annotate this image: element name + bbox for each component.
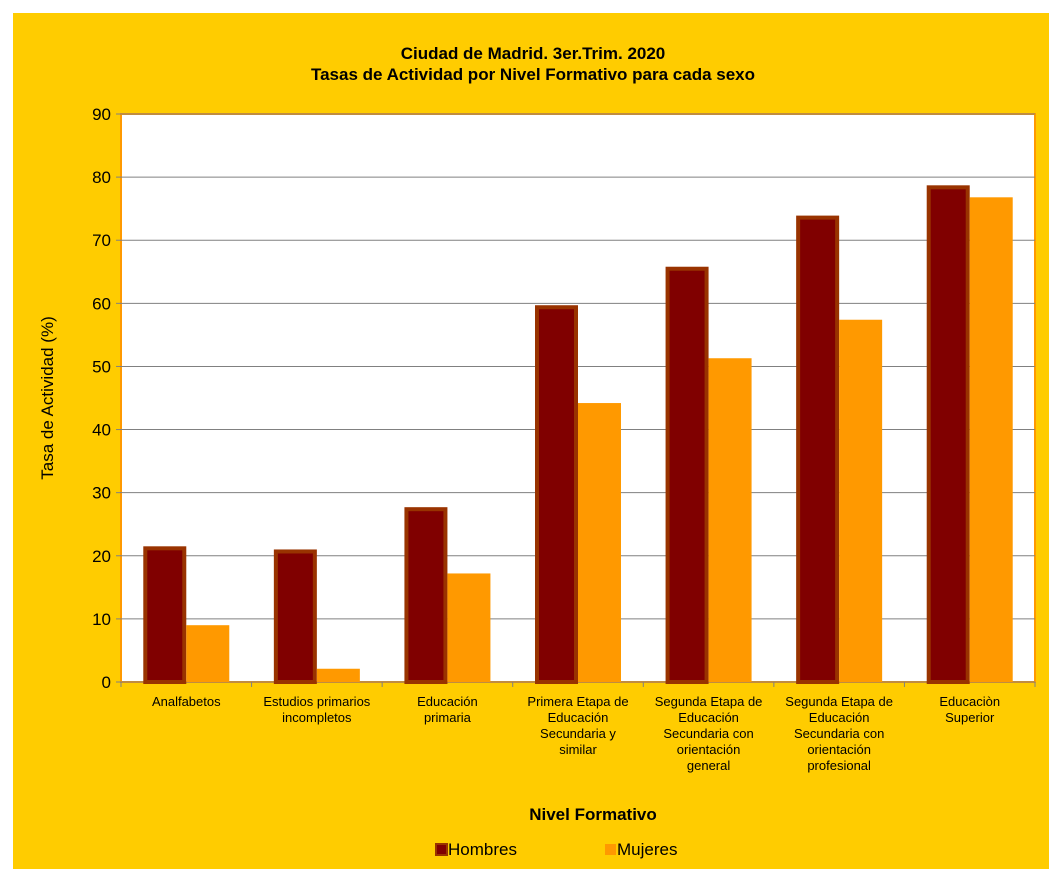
chart-area: 0 10 20 30 40 50 60 70 80 90 Analfabetos Estudios … [13, 13, 1049, 869]
x-category-label-line: Primera Etapa de [527, 694, 628, 709]
bar-mujeres [578, 403, 621, 682]
y-tick-label: 0 [102, 673, 111, 692]
x-category-label-line: Superior [945, 710, 995, 725]
x-category-label-line: similar [559, 742, 597, 757]
legend-label-hombres: Hombres [448, 840, 517, 859]
x-category-label: Primera Etapa de Educación Secundaria y sim… [527, 694, 628, 757]
y-tick-label: 80 [92, 168, 111, 187]
x-category-label-line: general [687, 758, 730, 773]
bar-hombres [796, 215, 840, 684]
x-category-label-line: Educación [809, 710, 870, 725]
y-tick-label: 20 [92, 547, 111, 566]
y-tick-label: 40 [92, 421, 111, 440]
bar-chart: 0 10 20 30 40 50 60 70 80 90 Analfabetos Estudios … [38, 44, 1036, 859]
bar-mujeres [969, 197, 1013, 682]
y-tick-label: 70 [92, 231, 111, 250]
chart-title-line-1: Ciudad de Madrid. 3er.Trim. 2020 [401, 44, 666, 63]
legend-label-mujeres: Mujeres [617, 840, 677, 859]
y-tick-label: 10 [92, 610, 111, 629]
x-category-label-line: Segunda Etapa de [785, 694, 893, 709]
x-category-label-line: Educación [548, 710, 609, 725]
bar-hombres [404, 507, 448, 684]
x-category-label-line: Analfabetos [152, 694, 221, 709]
x-category-label-line: orientación [677, 742, 741, 757]
x-category-label: Educación primaria [417, 694, 478, 725]
x-category-label: Analfabetos [152, 694, 221, 709]
y-tick-label: 90 [92, 105, 111, 124]
bars [143, 185, 1013, 685]
legend: Hombres Mujeres [435, 840, 677, 859]
y-axis-title: Tasa de Actividad (%) [38, 316, 57, 479]
legend-swatch-hombres [435, 843, 448, 856]
x-category-label-line: Educaciòn [939, 694, 1000, 709]
y-tick-label: 60 [92, 294, 111, 313]
x-category-label-line: incompletos [282, 710, 352, 725]
x-category-label: Educaciòn Superior [939, 694, 1000, 725]
bar-mujeres [708, 358, 752, 682]
x-category-label: Segunda Etapa de Educación Secundaria con o… [785, 694, 893, 773]
bar-hombres [926, 185, 970, 684]
legend-swatch-mujeres [605, 844, 616, 855]
x-category-label: Segunda Etapa de Educación Secundaria con o… [655, 694, 763, 773]
x-category-label-line: Educación [417, 694, 478, 709]
bar-mujeres [447, 573, 491, 682]
y-tick-label: 50 [92, 357, 111, 376]
x-category-labels: Analfabetos Estudios primarios incompletos… [152, 694, 1000, 773]
chart-title-line-2: Tasas de Actividad por Nivel Formativo p… [311, 65, 755, 84]
x-category-label: Estudios primarios incompletos [263, 694, 370, 725]
x-category-label-line: Secundaria con [794, 726, 884, 741]
bar-mujeres [316, 668, 360, 682]
x-category-label-line: profesional [807, 758, 871, 773]
bar-hombres [143, 546, 187, 684]
x-category-label-line: Educación [678, 710, 739, 725]
y-tick-labels: 0 10 20 30 40 50 60 70 80 90 [92, 105, 111, 692]
bar-hombres [535, 305, 578, 684]
x-category-label-line: primaria [424, 710, 472, 725]
bar-mujeres [839, 319, 883, 682]
x-axis-title: Nivel Formativo [529, 805, 657, 824]
bar-mujeres [186, 625, 230, 682]
bar-hombres [273, 549, 317, 685]
x-category-label-line: Secundaria con [663, 726, 753, 741]
x-category-label-line: Secundaria y [540, 726, 616, 741]
x-category-label-line: orientación [807, 742, 871, 757]
y-tick-label: 30 [92, 484, 111, 503]
x-category-label-line: Segunda Etapa de [655, 694, 763, 709]
x-category-label-line: Estudios primarios [263, 694, 370, 709]
bar-hombres [665, 266, 709, 684]
